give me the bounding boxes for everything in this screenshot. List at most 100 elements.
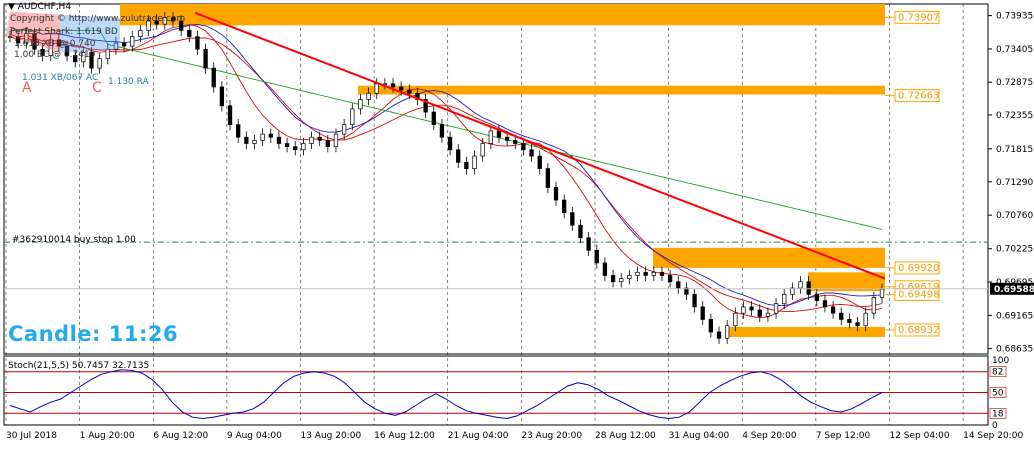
candle-body <box>293 146 298 151</box>
candle-body <box>317 136 322 141</box>
candle-body <box>830 306 836 314</box>
candle-body <box>659 271 665 276</box>
candle-body <box>350 108 355 125</box>
time-tick-label: 13 Aug 20:00 <box>300 431 361 441</box>
ma-blue-line <box>9 23 883 307</box>
zone-tag-label: 0.73907 <box>898 12 939 23</box>
candle-body <box>806 281 811 295</box>
zone-tag-label: 0.72663 <box>898 91 939 102</box>
zone-tag-box <box>894 261 940 275</box>
candle-body <box>708 319 714 333</box>
stoch-title: Stoch(21,5,5) 50.7457 32.7135 <box>8 361 150 371</box>
time-tick-label: 6 Aug 12:00 <box>153 431 208 441</box>
candle-body <box>814 293 819 301</box>
supply-demand-zone[interactable] <box>725 326 885 338</box>
candle-body <box>529 149 534 157</box>
candle-body <box>40 48 45 56</box>
candle-body <box>7 36 13 39</box>
candle-body <box>570 212 575 226</box>
supply-demand-zone[interactable] <box>653 247 885 268</box>
candle-body <box>855 322 860 327</box>
candle-body <box>236 124 241 138</box>
zone-tag-box <box>894 10 940 24</box>
candle-timer: Candle: 11:26 <box>8 322 179 346</box>
candle-body <box>374 83 379 94</box>
candle-body <box>839 312 844 320</box>
time-tick-label: 30 Jul 2018 <box>6 431 57 441</box>
candle-body <box>366 92 371 100</box>
price-tick-label: 0.69165 <box>996 311 1033 321</box>
price-tick-label: 0.73405 <box>996 45 1033 55</box>
candle-body <box>219 86 225 107</box>
candle-body <box>268 133 273 138</box>
trend-line[interactable] <box>194 11 886 280</box>
candle-body <box>24 33 29 44</box>
candle-body <box>325 140 330 147</box>
candle-body <box>439 124 445 138</box>
candle-body <box>423 99 428 113</box>
candle-body <box>73 55 78 63</box>
current-price-box <box>990 282 1034 295</box>
pattern-line1: 1.618 XB @ 0.740 <box>14 39 96 49</box>
supply-demand-zone[interactable] <box>808 272 885 292</box>
current-price-label: 0.69588 <box>994 285 1034 295</box>
candle-body <box>15 36 21 44</box>
candle-body <box>725 325 730 339</box>
symbol-label: ▼ AUDCHF,H4 <box>8 2 71 12</box>
time-tick-label: 16 Aug 12:00 <box>374 431 435 441</box>
candle-body <box>464 161 469 169</box>
ratio2-label: 1.130 RA <box>108 77 149 87</box>
candle-body <box>716 331 722 339</box>
candle-body <box>504 136 510 141</box>
zone-tag-label: 0.69619 <box>898 282 939 293</box>
pattern-line2: 1.00 BC @ 0.7410 <box>14 50 96 60</box>
zone-tag-label: 0.69498 <box>898 289 939 300</box>
candle-body <box>130 36 135 47</box>
candle-body <box>105 48 110 60</box>
zone-tag-box <box>894 89 940 103</box>
price-tick-label: 0.68635 <box>996 345 1033 355</box>
stoch-level-label: 50 <box>992 389 1004 399</box>
stoch-main-line <box>9 369 883 420</box>
copyright-label: Copyright © http://www.zulutrade.com <box>10 14 186 24</box>
time-tick-label: 1 Aug 20:00 <box>80 431 135 441</box>
candle-body <box>138 30 143 38</box>
price-tick-label: 0.72875 <box>996 78 1033 88</box>
candle-body <box>871 297 877 314</box>
time-tick-label: 12 Sep 04:00 <box>889 431 949 441</box>
candle-body <box>48 39 53 56</box>
ma-slow-line <box>10 29 883 230</box>
time-tick-label: 21 Aug 04:00 <box>448 431 509 441</box>
price-tick-label: 0.71815 <box>996 145 1033 155</box>
stoch-frame <box>3 355 989 426</box>
candle-body <box>284 143 290 147</box>
candle-body <box>252 140 257 144</box>
candle-body <box>676 281 681 289</box>
candle-body <box>692 293 697 308</box>
candle-body <box>757 309 762 317</box>
candle-body <box>537 155 542 169</box>
price-tick-label: 0.70225 <box>996 245 1033 255</box>
candle-body <box>741 306 746 314</box>
time-tick-label: 14 Sep 20:00 <box>963 431 1023 441</box>
time-tick-label: 31 Aug 04:00 <box>669 431 730 441</box>
candle-body <box>341 124 347 135</box>
pending-order-label[interactable]: #362910014 buy stop 1.00 <box>12 235 136 245</box>
supply-demand-zone[interactable] <box>358 85 885 95</box>
candle-body <box>154 20 159 25</box>
candle-body <box>56 39 62 47</box>
candle-body <box>170 17 176 22</box>
candle-body <box>211 67 216 88</box>
candle-body <box>456 149 461 163</box>
candle-body <box>390 83 396 88</box>
candle-body <box>178 20 184 31</box>
supply-demand-zone[interactable] <box>120 4 885 26</box>
candle-body <box>358 99 363 110</box>
candle-body <box>545 168 551 188</box>
candle-body <box>667 275 673 283</box>
candle-body <box>146 20 151 31</box>
candle-body <box>187 30 192 38</box>
menu-triangle-icon[interactable]: ▼ <box>8 2 15 12</box>
